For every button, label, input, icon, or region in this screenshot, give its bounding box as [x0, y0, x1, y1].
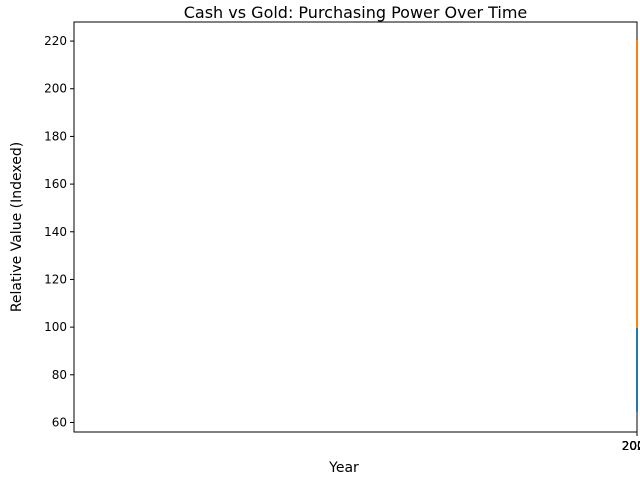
y-tick-label: 60	[52, 415, 67, 429]
x-tick-label: 2005	[622, 439, 640, 453]
x-axis-ticks: 200020052010201520202025	[622, 432, 640, 453]
y-tick-label: 220	[44, 34, 67, 48]
y-tick-label: 120	[44, 272, 67, 286]
y-tick-label: 180	[44, 129, 67, 143]
y-tick-label: 100	[44, 320, 67, 334]
y-tick-label: 80	[52, 368, 67, 382]
plot-area	[73, 21, 638, 433]
chart-title: Cash vs Gold: Purchasing Power Over Time	[184, 3, 528, 22]
x-tick-label: 2015	[622, 439, 640, 453]
x-tick-label: 2025	[622, 439, 640, 453]
y-tick-label: 200	[44, 82, 67, 96]
y-tick-label: 160	[44, 177, 67, 191]
x-tick-label: 2010	[622, 439, 640, 453]
y-axis-ticks: 60 80 100 120 140 160 180 200 220	[44, 34, 74, 429]
y-axis-label: Relative Value (Indexed)	[9, 142, 25, 312]
x-axis-label: Year	[328, 460, 359, 476]
y-tick-label: 140	[44, 225, 67, 239]
x-tick-label: 2000	[622, 439, 640, 453]
